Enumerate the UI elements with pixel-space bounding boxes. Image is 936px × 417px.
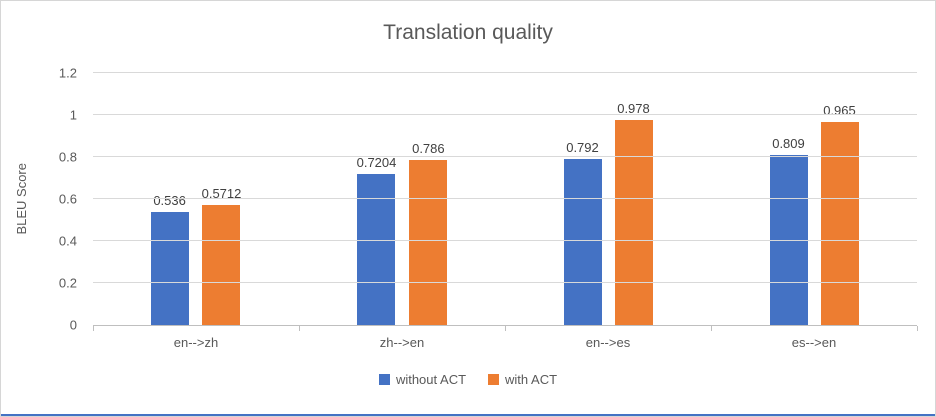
bar-without-act	[563, 158, 602, 325]
x-tick-mark	[711, 326, 712, 331]
data-label: 0.7204	[356, 154, 397, 170]
y-axis-ticks: 0 0.2 0.4 0.6 0.8 1 1.2	[37, 66, 85, 333]
gridline	[93, 114, 917, 115]
legend-label: without ACT	[395, 372, 467, 387]
bar-with-act	[202, 205, 241, 325]
data-label: 0.978	[617, 100, 650, 116]
category-label: en-->zh	[173, 335, 219, 350]
legend-swatch	[378, 374, 390, 385]
y-tick-label: 1.2	[58, 65, 77, 81]
x-tick-mark	[917, 326, 918, 331]
bar-wrapper: 0.5712	[201, 73, 242, 325]
legend-swatch	[488, 374, 500, 385]
category-label: zh-->en	[379, 335, 425, 350]
legend: without ACT with ACT	[1, 372, 935, 387]
x-tick-mark	[299, 326, 300, 331]
bar-wrapper: 0.7204	[356, 73, 397, 325]
x-tick-mark	[93, 326, 94, 331]
data-label: 0.809	[772, 136, 805, 152]
y-tick-label: 0.2	[58, 275, 77, 291]
legend-item: without ACT	[378, 372, 467, 387]
data-label: 0.965	[823, 103, 856, 119]
gridline	[93, 282, 917, 283]
bar-group: 0.536 0.5712	[93, 73, 299, 325]
category-labels: en-->zh zh-->en en-->es es-->en	[93, 335, 917, 350]
bar-groups: 0.536 0.5712 0.7204 0.786 0.792 0.978 0.809 0.9…	[93, 73, 917, 325]
x-tick-mark	[505, 326, 506, 331]
chart-title: Translation quality	[383, 21, 553, 44]
bar-group: 0.7204 0.786	[299, 73, 505, 325]
bar-without-act	[150, 212, 189, 325]
legend-label: with ACT	[505, 372, 558, 387]
category-label: es-->en	[791, 335, 837, 350]
gridline	[93, 72, 917, 73]
y-tick-label: 0.4	[58, 233, 77, 249]
bar-wrapper: 0.978	[614, 73, 653, 325]
y-tick-label: 0.6	[58, 191, 77, 207]
bar-with-act	[820, 122, 859, 325]
bar-wrapper: 0.792	[563, 73, 602, 325]
bottom-edge-line	[1, 414, 935, 416]
bar-with-act	[614, 119, 653, 325]
bar-wrapper: 0.965	[820, 73, 859, 325]
bar-group: 0.792 0.978	[505, 73, 711, 325]
bar-wrapper: 0.809	[769, 73, 808, 325]
gridline	[93, 156, 917, 157]
data-label: 0.536	[153, 193, 186, 209]
legend-item: with ACT	[488, 372, 557, 387]
bar-group: 0.809 0.965	[711, 73, 917, 325]
data-label: 0.792	[566, 139, 599, 155]
y-axis-title-text: BLEU Score	[13, 163, 29, 235]
y-tick-label: 0	[69, 317, 77, 333]
bar-with-act	[409, 159, 448, 325]
y-tick-label: 0.8	[58, 149, 77, 165]
bar-wrapper: 0.536	[150, 73, 189, 325]
data-label: 0.5712	[201, 186, 242, 202]
bar-wrapper: 0.786	[409, 73, 448, 325]
gridline	[93, 198, 917, 199]
plot-area: 0.536 0.5712 0.7204 0.786 0.792 0.978 0.809 0.9…	[93, 72, 918, 331]
data-label: 0.786	[412, 140, 445, 156]
y-tick-label: 1	[69, 107, 77, 123]
y-axis-title: BLEU Score	[7, 73, 35, 325]
bar-without-act	[357, 173, 396, 325]
category-label: en-->es	[585, 335, 631, 350]
gridline	[93, 240, 917, 241]
